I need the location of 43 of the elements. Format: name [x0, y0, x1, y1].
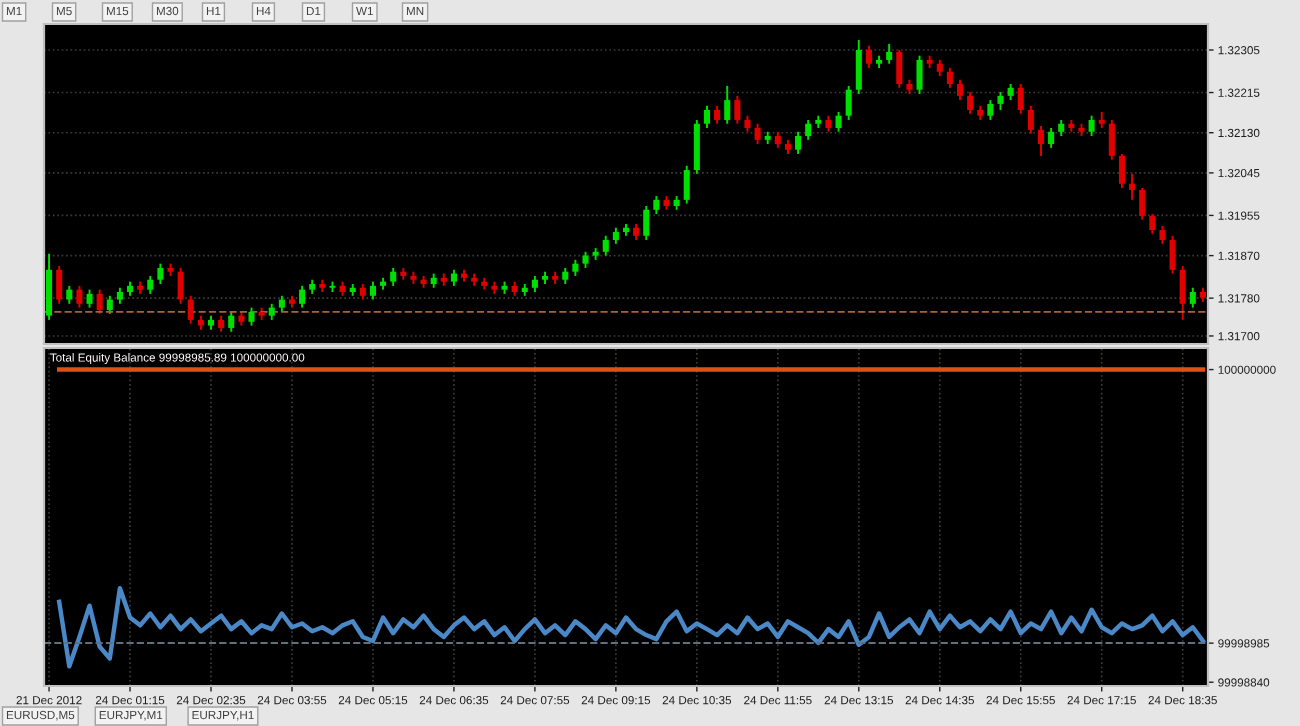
- candlestick: [1118, 153, 1125, 189]
- candlestick: [1027, 104, 1034, 135]
- candlestick: [703, 104, 711, 129]
- candlestick: [835, 110, 842, 133]
- candlestick: [643, 205, 650, 241]
- candlestick: [865, 44, 872, 69]
- candlestick: [76, 284, 83, 309]
- candlestick: [987, 99, 994, 121]
- candlestick: [724, 84, 731, 125]
- candlestick: [805, 118, 812, 141]
- candlestick: [916, 54, 923, 95]
- candlestick: [946, 66, 953, 89]
- candlestick: [602, 234, 609, 257]
- candlestick: [228, 310, 235, 333]
- candlestick: [1149, 213, 1156, 235]
- candlestick: [734, 94, 741, 125]
- candlestick: [1108, 118, 1115, 161]
- candlestick: [1129, 172, 1136, 201]
- candlestick: [886, 42, 893, 65]
- candlestick: [845, 84, 852, 121]
- candlestick: [96, 288, 103, 315]
- candlestick: [56, 265, 63, 305]
- candlestick: [157, 262, 164, 285]
- candlestick: [754, 122, 761, 146]
- candlestick: [187, 294, 194, 325]
- candlestick: [896, 49, 903, 89]
- candlestick: [683, 164, 690, 205]
- candlestick: [1189, 286, 1196, 309]
- candlestick: [1048, 127, 1055, 149]
- candlestick: [1169, 234, 1176, 275]
- candlestick: [855, 39, 862, 95]
- candlestick: [177, 266, 184, 305]
- candlestick: [1088, 114, 1095, 137]
- candlestick: [1139, 187, 1146, 221]
- candlestick: [795, 130, 802, 155]
- candlestick: [693, 118, 700, 175]
- candlestick: [299, 284, 306, 309]
- candlestick: [46, 252, 53, 321]
- candlestick: [967, 91, 974, 115]
- candlestick: [1037, 125, 1045, 157]
- candlestick: [956, 78, 964, 102]
- candlestick: [1017, 83, 1024, 115]
- candlestick: [1179, 265, 1186, 321]
